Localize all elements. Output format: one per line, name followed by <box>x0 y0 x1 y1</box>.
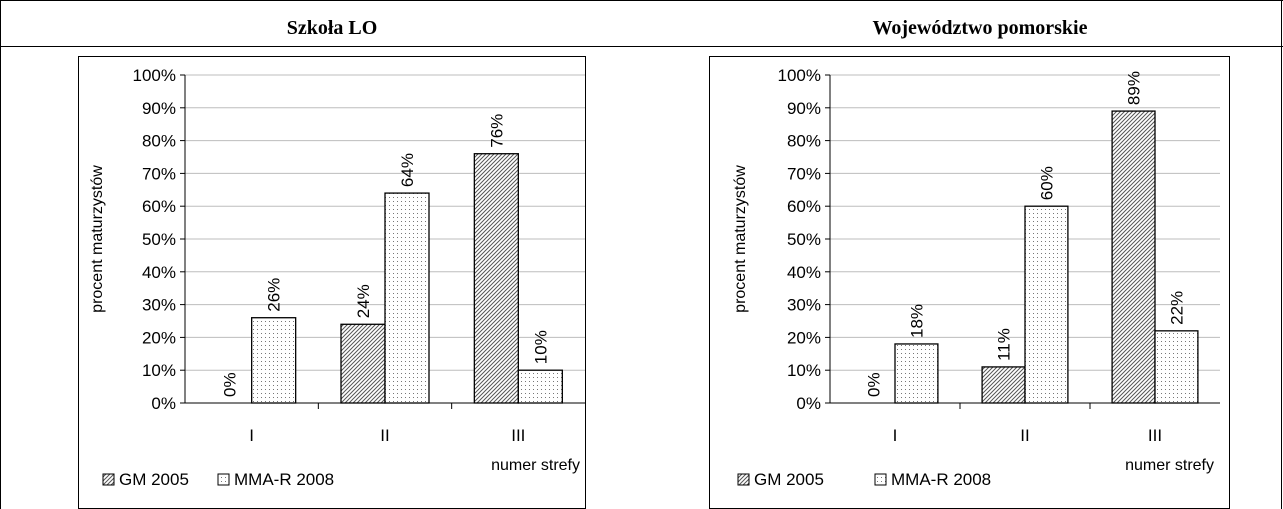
data-label: 11% <box>995 328 1014 361</box>
legend-swatch <box>217 473 230 486</box>
chart-pomorskie: Województwo pomorskie 0% 10% 20% 30% 40% 50% 6… <box>709 17 1230 509</box>
y-tick-label: 20% <box>787 328 821 347</box>
y-tick-label: 90% <box>142 99 176 118</box>
data-label: 24% <box>354 284 373 318</box>
data-label: 22% <box>1167 291 1186 325</box>
legend-swatch <box>874 473 887 486</box>
legend-label: GM 2005 <box>119 470 189 489</box>
chart-title: Województwo pomorskie <box>873 17 1088 39</box>
x-axis-label: numer strefy <box>1125 457 1214 474</box>
bar <box>473 153 519 404</box>
x-tick-label: I <box>893 426 898 445</box>
y-tick-label: 30% <box>787 296 821 315</box>
y-tick-label: 0% <box>796 394 821 413</box>
legend-label: MMA-R 2008 <box>891 470 991 489</box>
x-tick-label: II <box>1020 426 1029 445</box>
y-tick-label: 40% <box>787 263 821 282</box>
y-tick-label: 80% <box>142 132 176 151</box>
y-tick-label: 80% <box>787 132 821 151</box>
y-tick-label: 60% <box>787 197 821 216</box>
y-tick-label: 90% <box>787 99 821 118</box>
data-label: 10% <box>531 330 550 364</box>
legend-swatch <box>102 473 115 486</box>
y-tick-label: 50% <box>142 230 176 249</box>
bar <box>340 323 386 404</box>
x-tick-label: II <box>380 426 389 445</box>
data-label: 18% <box>907 304 926 338</box>
data-label: 64% <box>398 153 417 187</box>
bar <box>1024 205 1069 404</box>
legend-swatch <box>737 473 750 486</box>
y-tick-label: 10% <box>142 361 176 380</box>
x-tick-label: III <box>1148 426 1162 445</box>
bar <box>981 366 1026 404</box>
y-tick-label: 40% <box>142 263 176 282</box>
bar <box>251 317 297 404</box>
data-label: 76% <box>487 114 506 148</box>
y-tick-label: 70% <box>142 164 176 183</box>
bar <box>517 369 563 404</box>
x-tick-label: I <box>249 426 254 445</box>
y-tick-label: 100% <box>133 66 176 85</box>
y-tick-label: 70% <box>787 164 821 183</box>
data-label: 0% <box>221 372 240 397</box>
y-tick-label: 10% <box>787 361 821 380</box>
x-axis-label: numer strefy <box>491 457 580 474</box>
data-label: 0% <box>865 372 884 397</box>
bar <box>1154 330 1199 404</box>
data-label: 89% <box>1125 71 1144 105</box>
chart-title: Szkoła LO <box>287 17 378 39</box>
data-label: 60% <box>1037 166 1056 200</box>
bar <box>894 343 939 404</box>
y-tick-label: 60% <box>142 197 176 216</box>
data-label: 26% <box>265 278 284 312</box>
y-tick-label: 0% <box>151 394 176 413</box>
bar <box>384 192 430 404</box>
y-axis-label: procent maturzystów <box>89 165 106 313</box>
legend-label: MMA-R 2008 <box>234 470 334 489</box>
y-tick-label: 50% <box>787 230 821 249</box>
bar <box>1111 110 1156 404</box>
chart-szkola: Szkoła LO 0% 10% 20% 30% 40% 50% 60% 70% 80% 90% 1… <box>78 17 586 509</box>
y-tick-label: 30% <box>142 296 176 315</box>
y-tick-label: 20% <box>142 328 176 347</box>
y-tick-label: 100% <box>778 66 821 85</box>
x-tick-label: III <box>511 426 525 445</box>
legend-label: GM 2005 <box>754 470 824 489</box>
y-axis-label: procent maturzystów <box>732 165 749 313</box>
